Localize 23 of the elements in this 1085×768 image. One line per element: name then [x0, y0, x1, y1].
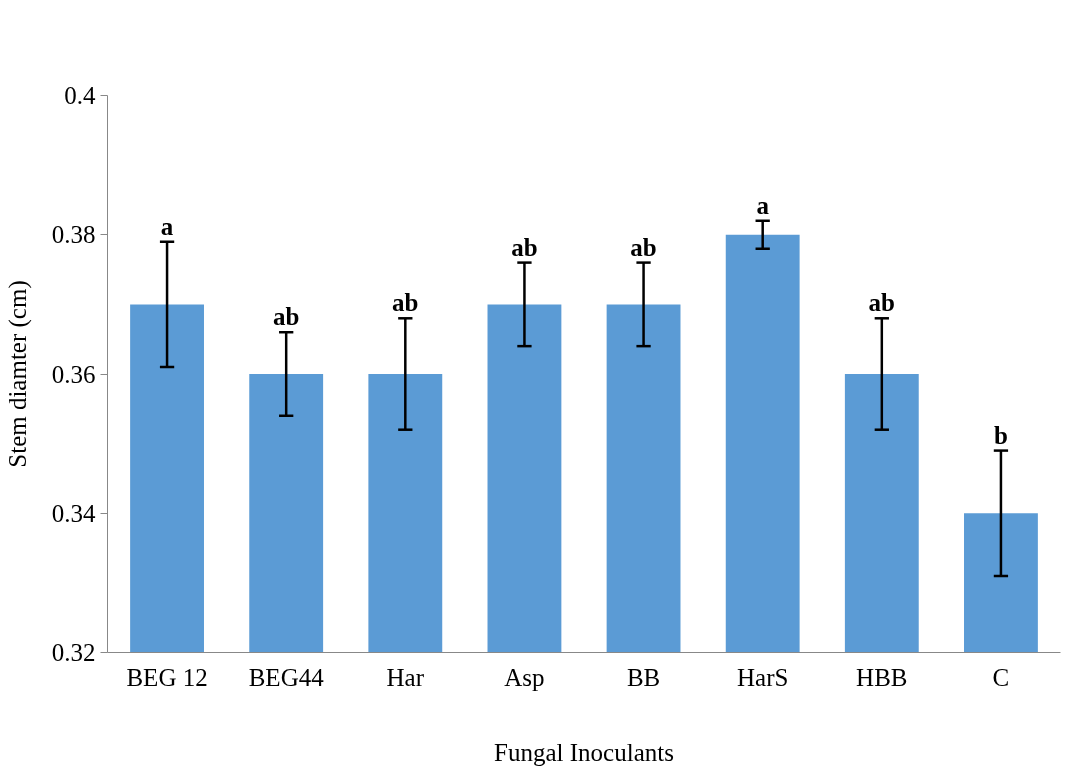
annotation: a — [160, 212, 174, 240]
x-tick-label: Asp — [504, 663, 545, 691]
annotation: ab — [272, 303, 300, 331]
y-tick-label: 0.36 — [51, 360, 96, 388]
x-tick-label: Har — [386, 663, 425, 691]
x-tick-label: BB — [626, 663, 661, 691]
y-axis-title: Stem diamter (cm) — [3, 280, 32, 468]
x-axis-title: Fungal Inoculants — [494, 738, 674, 766]
annotation: ab — [511, 233, 538, 261]
annotation: ab — [630, 233, 657, 261]
annotation: ab — [868, 289, 896, 317]
x-tick-label: HBB — [856, 663, 908, 691]
annotation: b — [993, 421, 1008, 449]
x-tick-label: BEG 12 — [126, 663, 208, 691]
x-tick-label: HarS — [737, 663, 789, 691]
y-tick-label: 0.4 — [64, 82, 96, 109]
x-tick-label: BEG44 — [248, 663, 325, 691]
x-tick-label: C — [992, 663, 1010, 691]
annotation: a — [756, 191, 770, 219]
y-tick-label: 0.34 — [51, 499, 96, 527]
y-tick-label: 0.32 — [51, 639, 96, 666]
annotation: ab — [392, 289, 419, 317]
y-tick-label: 0.38 — [51, 221, 96, 249]
